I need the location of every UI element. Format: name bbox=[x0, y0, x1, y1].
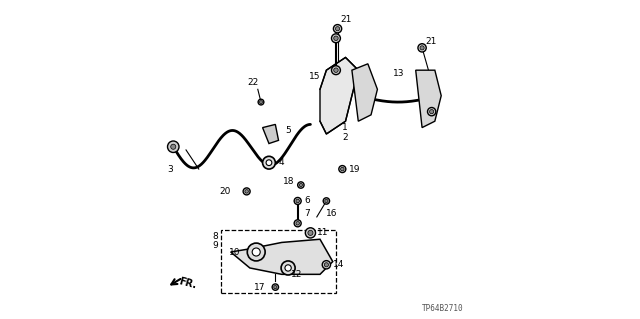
Circle shape bbox=[243, 188, 250, 195]
Text: 2: 2 bbox=[342, 133, 348, 142]
Text: 14: 14 bbox=[333, 260, 344, 269]
Circle shape bbox=[333, 25, 342, 33]
Polygon shape bbox=[320, 57, 358, 134]
Circle shape bbox=[298, 182, 304, 188]
Text: 20: 20 bbox=[220, 187, 230, 196]
Text: 19: 19 bbox=[349, 165, 360, 174]
Text: 21: 21 bbox=[340, 15, 352, 24]
Circle shape bbox=[294, 197, 301, 204]
Text: 22: 22 bbox=[248, 78, 259, 87]
Text: 9: 9 bbox=[212, 241, 218, 250]
Text: 21: 21 bbox=[425, 37, 436, 46]
Circle shape bbox=[300, 183, 303, 187]
Text: 4: 4 bbox=[278, 158, 284, 167]
Circle shape bbox=[335, 26, 340, 31]
Text: 17: 17 bbox=[254, 283, 266, 292]
Circle shape bbox=[305, 228, 316, 238]
Circle shape bbox=[332, 34, 340, 43]
Text: 6: 6 bbox=[304, 197, 310, 205]
Circle shape bbox=[418, 44, 426, 52]
Circle shape bbox=[285, 265, 291, 271]
Polygon shape bbox=[230, 239, 333, 274]
Polygon shape bbox=[416, 70, 441, 128]
Circle shape bbox=[281, 261, 295, 275]
Circle shape bbox=[274, 286, 277, 289]
Text: 3: 3 bbox=[167, 165, 173, 174]
Circle shape bbox=[322, 261, 330, 269]
Circle shape bbox=[429, 110, 434, 114]
Circle shape bbox=[296, 199, 300, 203]
Circle shape bbox=[428, 108, 436, 116]
Circle shape bbox=[296, 221, 300, 225]
Text: 18: 18 bbox=[283, 177, 294, 186]
Circle shape bbox=[420, 46, 424, 50]
Text: 11: 11 bbox=[317, 228, 328, 237]
Text: 10: 10 bbox=[228, 248, 240, 256]
Text: 1: 1 bbox=[342, 123, 348, 132]
Circle shape bbox=[260, 101, 262, 103]
Circle shape bbox=[340, 167, 344, 171]
Circle shape bbox=[332, 66, 340, 75]
Text: 7: 7 bbox=[304, 209, 310, 218]
Circle shape bbox=[333, 68, 338, 72]
Circle shape bbox=[324, 199, 328, 203]
Circle shape bbox=[294, 220, 301, 227]
Circle shape bbox=[339, 166, 346, 173]
Text: 8: 8 bbox=[212, 232, 218, 241]
Circle shape bbox=[252, 248, 260, 256]
Text: FR.: FR. bbox=[178, 277, 198, 291]
Text: TP64B2710: TP64B2710 bbox=[422, 304, 463, 313]
Circle shape bbox=[266, 160, 272, 166]
Circle shape bbox=[308, 230, 313, 235]
Circle shape bbox=[245, 189, 248, 193]
Circle shape bbox=[168, 141, 179, 152]
Circle shape bbox=[272, 284, 278, 290]
Circle shape bbox=[323, 198, 330, 204]
Circle shape bbox=[171, 144, 176, 149]
Circle shape bbox=[247, 243, 265, 261]
Circle shape bbox=[258, 99, 264, 105]
Circle shape bbox=[324, 263, 328, 267]
Text: 5: 5 bbox=[285, 126, 291, 135]
Circle shape bbox=[333, 36, 338, 41]
Text: 13: 13 bbox=[394, 69, 405, 78]
Polygon shape bbox=[352, 64, 378, 121]
Polygon shape bbox=[262, 124, 278, 144]
Circle shape bbox=[262, 156, 275, 169]
Text: 12: 12 bbox=[291, 270, 303, 279]
Text: 15: 15 bbox=[308, 72, 320, 81]
Text: 16: 16 bbox=[326, 209, 338, 218]
